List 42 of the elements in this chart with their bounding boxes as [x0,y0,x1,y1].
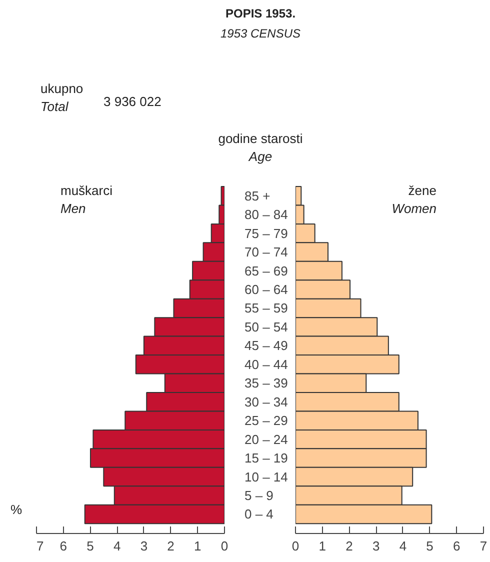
y-tick-label: 80 – 84 [244,207,288,222]
y-tick-label: 25 – 29 [244,413,288,428]
y-tick-label: 75 – 79 [244,226,288,241]
text: muškarci Men [60,183,113,216]
text: POPIS 1953. [225,6,296,20]
y-tick-label: 45 – 49 [244,338,288,354]
x-tick-label: 4 [113,538,121,554]
x-tick-label: 5 [426,538,434,554]
y-tick-label: 60 – 64 [244,282,288,297]
y-tick-label: 55 – 59 [244,300,288,316]
y-tick-label: 40 – 44 [244,356,288,372]
x-tick-label: 6 [60,538,67,554]
x-tick-label: 3 [140,538,148,554]
y-tick-label: 15 – 19 [244,450,288,466]
text: žene Women [392,183,437,216]
y-tick-label: 0 – 4 [244,506,274,522]
y-tick-label: 70 – 74 [244,244,288,260]
x-tick-label: 1 [318,538,326,554]
y-tick-label: 30 – 34 [244,394,288,410]
x-tick-label: 4 [399,538,407,554]
y-tick-label: 35 – 39 [244,376,288,391]
x-tick-label: 7 [36,538,44,554]
text: ukupno Total [40,81,84,114]
x-tick-label: 2 [346,538,353,554]
y-tick-label: 5 – 9 [244,488,274,503]
text: 3 936 022 [104,94,162,109]
x-tick-label: 7 [480,538,488,554]
text: 1953 CENSUS [220,26,301,40]
x-tick-label: 3 [372,538,380,554]
y-tick-label: 10 – 14 [244,469,288,484]
x-tick-label: 0 [220,538,228,554]
y-tick-label: 20 – 24 [244,432,288,447]
x-tick-label: 6 [453,538,460,554]
x-tick-label: 1 [194,538,202,554]
x-tick-label: 2 [167,538,174,554]
x-tick-label: 0 [292,538,300,554]
x-axis-title: % [10,502,22,517]
y-tick-label: 65 – 69 [244,263,288,278]
y-axis-title: godine starosti Age [218,131,303,164]
x-tick-label: 5 [86,538,94,554]
y-tick-label: 85 + [244,188,270,204]
y-tick-label: 50 – 54 [244,319,288,334]
